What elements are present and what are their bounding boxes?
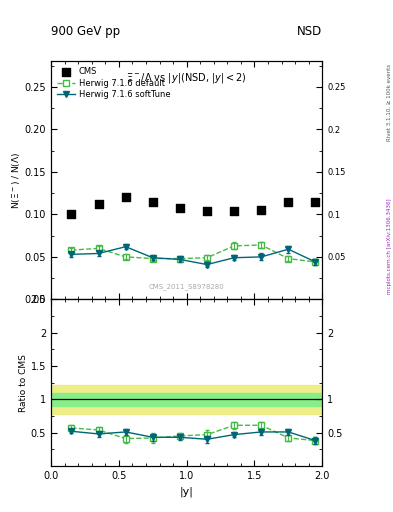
- Line: Herwig 7.1.6 softTune: Herwig 7.1.6 softTune: [68, 244, 319, 268]
- Herwig 7.1.6 softTune: [178, 257, 182, 263]
- Text: mcplots.cern.ch [arXiv:1306.3436]: mcplots.cern.ch [arXiv:1306.3436]: [387, 198, 392, 293]
- Herwig 7.1.6 default: [151, 255, 155, 262]
- Herwig 7.1.6 softTune: [69, 251, 74, 258]
- CMS: [123, 193, 129, 201]
- Legend: CMS, Herwig 7.1.6 default, Herwig 7.1.6 softTune: CMS, Herwig 7.1.6 default, Herwig 7.1.6 …: [55, 66, 172, 101]
- Herwig 7.1.6 default: [286, 255, 291, 262]
- Herwig 7.1.6 default: [178, 255, 182, 262]
- Herwig 7.1.6 default: [96, 245, 101, 251]
- CMS: [204, 207, 210, 215]
- X-axis label: |y|: |y|: [180, 486, 194, 497]
- Line: Herwig 7.1.6 default: Herwig 7.1.6 default: [69, 242, 318, 265]
- Herwig 7.1.6 softTune: [123, 244, 128, 250]
- Text: $\Xi^-/\Lambda$ vs $|y|$(NSD, $|y| < 2$): $\Xi^-/\Lambda$ vs $|y|$(NSD, $|y| < 2$): [126, 71, 247, 85]
- CMS: [312, 198, 319, 206]
- Herwig 7.1.6 softTune: [313, 259, 318, 265]
- Herwig 7.1.6 default: [123, 254, 128, 260]
- Herwig 7.1.6 default: [259, 242, 264, 248]
- Text: Rivet 3.1.10, ≥ 100k events: Rivet 3.1.10, ≥ 100k events: [387, 64, 392, 141]
- Herwig 7.1.6 default: [232, 243, 237, 249]
- Herwig 7.1.6 softTune: [232, 254, 237, 261]
- Bar: [51, 393, 322, 406]
- Herwig 7.1.6 softTune: [286, 246, 291, 252]
- CMS: [68, 209, 75, 218]
- Herwig 7.1.6 default: [313, 259, 318, 265]
- Herwig 7.1.6 default: [69, 247, 74, 253]
- CMS: [150, 198, 156, 206]
- Herwig 7.1.6 softTune: [259, 254, 264, 260]
- Herwig 7.1.6 softTune: [205, 262, 209, 268]
- CMS: [285, 198, 292, 206]
- CMS: [231, 207, 237, 215]
- Text: 900 GeV pp: 900 GeV pp: [51, 25, 120, 38]
- Herwig 7.1.6 softTune: [96, 250, 101, 257]
- Herwig 7.1.6 softTune: [151, 254, 155, 261]
- Herwig 7.1.6 default: [205, 254, 209, 261]
- Bar: [51, 385, 322, 414]
- Text: NSD: NSD: [297, 25, 322, 38]
- CMS: [177, 203, 183, 211]
- Y-axis label: N($\Xi^-$) / N($\Lambda$): N($\Xi^-$) / N($\Lambda$): [10, 152, 22, 209]
- Y-axis label: Ratio to CMS: Ratio to CMS: [19, 354, 28, 412]
- CMS: [258, 206, 264, 214]
- CMS: [95, 200, 102, 208]
- Text: CMS_2011_S8978280: CMS_2011_S8978280: [149, 283, 224, 290]
